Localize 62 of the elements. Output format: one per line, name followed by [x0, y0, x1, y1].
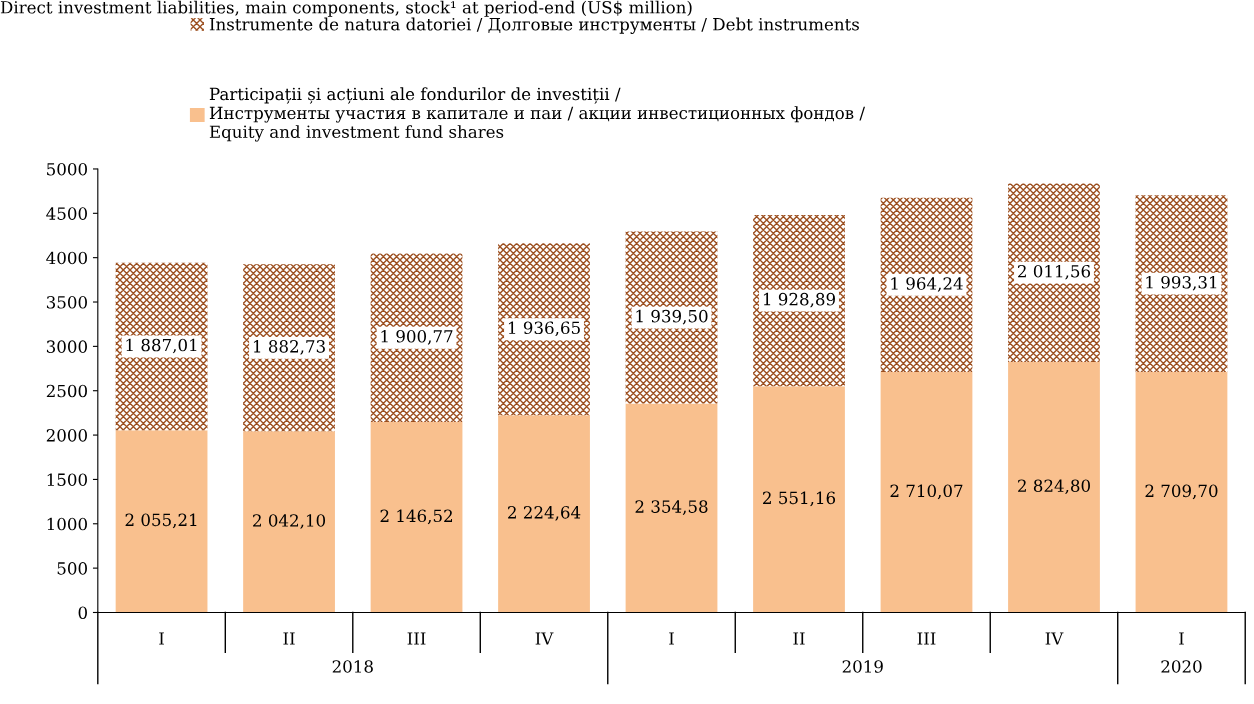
y-tick-label: 5000	[47, 162, 87, 176]
text: 2020	[1161, 660, 1202, 673]
legend-label: Instrumente de natura datoriei / Долговые инструменты / Debt instruments	[209, 17, 859, 34]
text: 2018	[332, 660, 373, 673]
y-tick-label: 1500	[47, 473, 87, 486]
data-label: 2 042,10	[253, 514, 326, 529]
bar	[625, 231, 718, 404]
data-label: 1 993,31	[1146, 275, 1217, 291]
bar	[370, 422, 463, 613]
bar	[115, 262, 208, 431]
bar	[880, 372, 973, 613]
x-tick-label: I	[159, 632, 164, 645]
data-label: 2 354,58	[635, 500, 708, 515]
bar	[1008, 361, 1100, 613]
data-label: 1 887,01	[126, 338, 197, 354]
legend-label: Participații și acțiuni ale fondurilor de investiții / Инструменты участия в капитале и паи / акции инвестиционных фондов / Equity and investment fund shares	[209, 87, 866, 142]
bar	[1135, 372, 1228, 613]
data-label: 1 964,24	[891, 277, 963, 292]
x-tick-label: I	[669, 632, 674, 645]
data-label: 1 939,50	[636, 309, 708, 325]
y-tick-label: 1000	[47, 517, 87, 531]
x-tick-label: I	[1179, 632, 1184, 645]
data-label: 1 936,65	[508, 321, 580, 337]
bar	[753, 386, 845, 613]
data-label: 1 900,77	[381, 330, 453, 345]
bar	[625, 403, 718, 613]
bar	[1135, 195, 1228, 373]
data-label: 2 551,16	[763, 491, 836, 507]
x-tick-label: IV	[535, 632, 554, 645]
bar	[753, 215, 845, 387]
text: 2019	[842, 660, 883, 673]
data-label: 1 882,73	[253, 340, 325, 355]
x-tick-label: III	[407, 632, 426, 645]
data-label: 2 224,64	[508, 506, 581, 521]
y-tick-label: 3000	[46, 340, 87, 353]
bar	[1008, 183, 1100, 362]
x-tick-label: III	[917, 632, 936, 645]
y-tick-label: 4000	[46, 251, 87, 265]
x-tick-label: II	[793, 632, 805, 645]
bar	[498, 415, 590, 613]
data-label: 1 928,89	[763, 292, 835, 308]
y-tick-label: 2000	[46, 429, 87, 442]
bar	[498, 243, 590, 416]
data-label: 2 146,52	[380, 509, 453, 525]
chart-title: Direct investment liabilities, main components, stock¹ at period-end (US$ million)	[0, 0, 692, 17]
y-tick-label: 500	[57, 562, 87, 575]
bar	[115, 430, 208, 613]
bar	[243, 264, 335, 432]
x-tick-label: II	[283, 632, 295, 645]
data-label: 2 709,70	[1145, 484, 1218, 500]
y-tick-label: 3500	[46, 295, 87, 309]
y-tick-label: 0	[78, 606, 87, 620]
bar	[243, 431, 335, 613]
data-label: 2 710,07	[890, 484, 963, 500]
x-tick-label: IV	[1045, 632, 1064, 645]
data-label: 2 011,56	[1018, 264, 1091, 280]
y-tick-label: 2500	[46, 384, 87, 398]
data-label: 2 055,21	[125, 513, 197, 529]
data-label: 2 824,80	[1018, 479, 1090, 495]
y-tick-label: 4500	[46, 207, 87, 220]
bar	[370, 253, 463, 423]
bar	[880, 197, 973, 373]
